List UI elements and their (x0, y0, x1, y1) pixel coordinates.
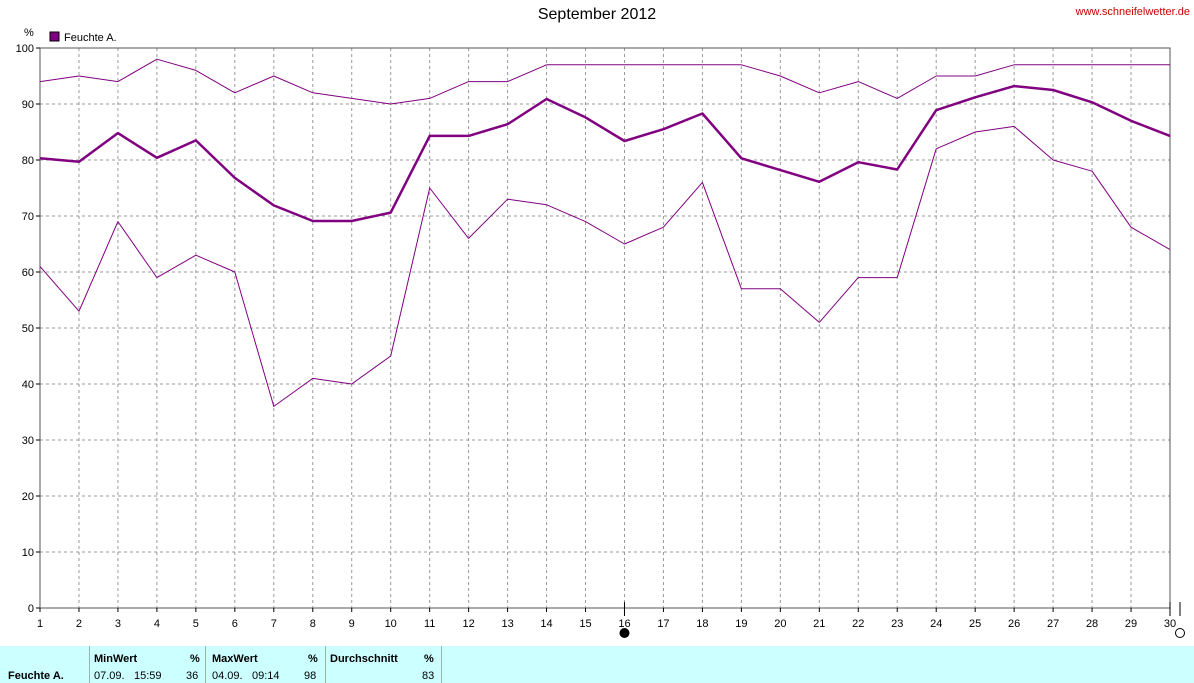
x-tick-label: 11 (424, 618, 435, 630)
x-tick-label: 14 (540, 618, 552, 630)
x-tick-label: 19 (735, 618, 747, 630)
stats-max-value: 98 (304, 670, 317, 682)
series-line-min (39, 125, 1171, 407)
y-tick-label: 20 (22, 491, 34, 503)
stats-max-date: 04.09. (212, 670, 243, 682)
x-tick-label: 6 (232, 618, 238, 630)
stats-min-time: 15:59 (134, 670, 162, 682)
stats-avg-value: 83 (422, 670, 435, 682)
y-axis-label: % (24, 27, 34, 39)
stats-min-label: MinWert (94, 653, 138, 665)
x-tick-label: 25 (969, 618, 981, 630)
stats-max-cell: MaxWert % 04.09. 09:14 98 (206, 646, 326, 683)
y-tick-label: 40 (22, 379, 34, 391)
y-tick-label: 50 (22, 323, 34, 335)
x-tick-label: 27 (1047, 618, 1059, 630)
y-tick-label: 10 (22, 547, 34, 559)
y-tick-label: 90 (22, 99, 34, 111)
x-tick-label: 8 (310, 618, 316, 630)
stats-max-label: MaxWert (212, 653, 258, 665)
x-tick-label: 7 (271, 618, 277, 630)
x-tick-label: 30 (1164, 618, 1176, 630)
stats-avg-unit: % (424, 653, 434, 665)
stats-avg-cell: Durchschnitt % 83 (326, 646, 442, 683)
x-tick-label: 12 (462, 618, 474, 630)
x-tick-label: 2 (76, 618, 82, 630)
stats-min-date: 07.09. (94, 670, 125, 682)
stats-series-label: Feuchte A. (8, 670, 64, 682)
x-tick-label: 1 (37, 618, 43, 630)
y-tick-label: 0 (28, 603, 34, 615)
series-line-max (39, 58, 1170, 105)
stats-min-cell: MinWert % 07.09. 15:59 36 (90, 646, 206, 683)
x-tick-label: 29 (1125, 618, 1137, 630)
x-tick-label: 16 (618, 618, 630, 630)
x-tick-label: 5 (193, 618, 199, 630)
x-tick-label: 18 (696, 618, 708, 630)
x-tick-label: 3 (115, 618, 121, 630)
x-tick-label: 23 (891, 618, 903, 630)
series-line-avg (39, 84, 1171, 223)
stats-max-unit: % (308, 653, 318, 665)
x-tick-label: 17 (657, 618, 669, 630)
new-moon-icon (1175, 628, 1185, 638)
x-tick-label: 15 (579, 618, 591, 630)
site-link[interactable]: www.schneifelwetter.de (1075, 6, 1190, 18)
stats-panel: Feuchte A. MinWert % 07.09. 15:59 36 Max… (0, 646, 1194, 683)
stats-min-unit: % (190, 653, 200, 665)
stats-min-value: 36 (186, 670, 199, 682)
x-tick-label: 24 (930, 618, 942, 630)
stats-series-cell: Feuchte A. (0, 646, 90, 683)
stats-max-time: 09:14 (252, 670, 280, 682)
x-tick-label: 10 (385, 618, 397, 630)
full-moon-icon (619, 628, 630, 638)
chart-title: September 2012 (537, 6, 657, 23)
x-tick-label: 21 (813, 618, 825, 630)
x-tick-label: 4 (154, 618, 160, 630)
x-tick-label: 26 (1008, 618, 1020, 630)
x-tick-label: 22 (852, 618, 864, 630)
y-tick-label: 70 (22, 211, 34, 223)
y-tick-label: 100 (16, 43, 34, 55)
legend-swatch (49, 31, 60, 42)
y-tick-label: 60 (22, 267, 34, 279)
x-tick-label: 9 (349, 618, 355, 630)
x-tick-label: 20 (774, 618, 786, 630)
legend-label: Feuchte A. (64, 32, 117, 44)
y-tick-label: 80 (22, 155, 34, 167)
stats-avg-label: Durchschnitt (330, 653, 398, 665)
x-tick-label: 28 (1086, 618, 1098, 630)
x-tick-label: 13 (501, 618, 513, 630)
y-tick-label: 30 (22, 435, 34, 447)
